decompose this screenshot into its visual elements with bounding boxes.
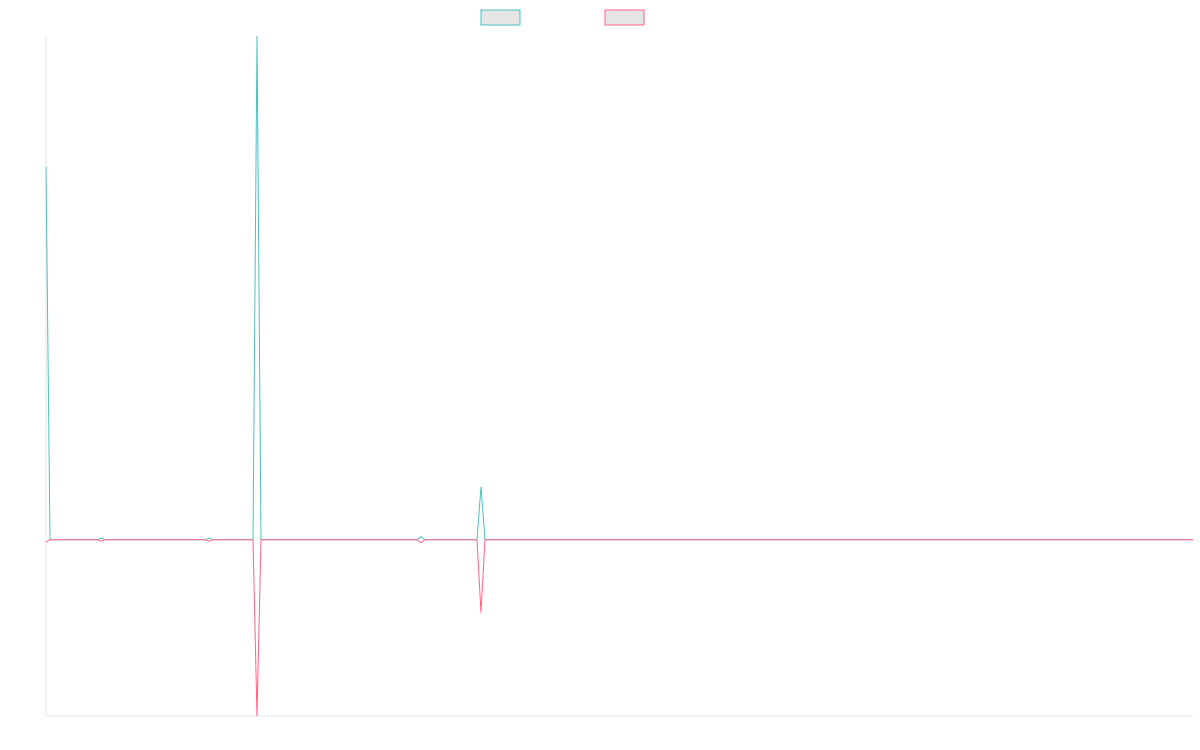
legend-swatch[interactable] — [604, 9, 645, 26]
series-line — [45, 539, 1193, 717]
legend-swatch[interactable] — [480, 9, 521, 26]
series-line — [45, 35, 1193, 541]
